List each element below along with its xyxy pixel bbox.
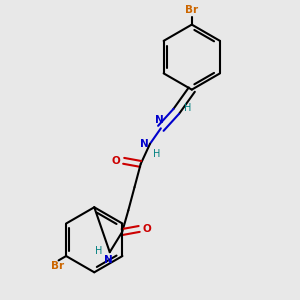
Text: H: H (94, 246, 102, 256)
Text: O: O (112, 156, 121, 166)
Text: H: H (184, 103, 191, 113)
Text: Br: Br (51, 261, 64, 271)
Text: H: H (153, 149, 160, 159)
Text: Br: Br (185, 5, 198, 15)
Text: N: N (155, 115, 164, 124)
Text: N: N (140, 139, 148, 149)
Text: O: O (142, 224, 151, 234)
Text: N: N (104, 255, 112, 265)
